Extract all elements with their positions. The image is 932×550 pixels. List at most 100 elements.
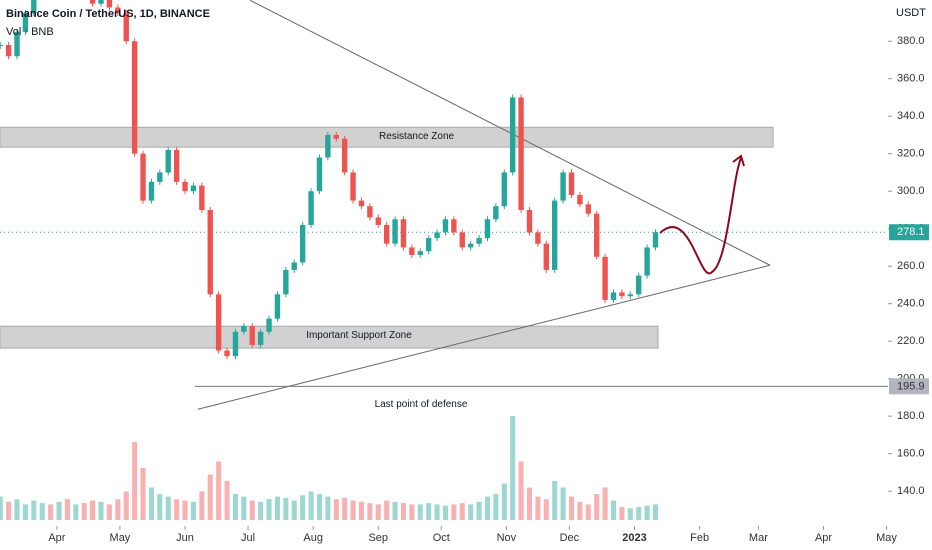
- candle: [551, 200, 558, 270]
- candle: [535, 232, 541, 244]
- volume-bar: [140, 468, 146, 520]
- volume-bar: [190, 501, 196, 520]
- x-tick-label: May: [876, 532, 897, 544]
- candle: [274, 294, 281, 319]
- volume-bar: [342, 497, 348, 520]
- candle: [619, 292, 625, 297]
- candle: [509, 97, 516, 173]
- candle: [644, 247, 650, 276]
- volume-bar: [300, 495, 306, 520]
- last-price-tag: [889, 224, 929, 241]
- y-tick-label: 340.0: [897, 110, 925, 122]
- candle: [417, 251, 423, 255]
- candle: [224, 350, 230, 357]
- volume-bar: [266, 499, 272, 520]
- volume-bar: [132, 442, 138, 520]
- candle: [89, 0, 96, 4]
- volume-bar: [652, 504, 659, 520]
- volume-bar: [14, 499, 20, 520]
- volume-bar: [610, 500, 617, 520]
- volume-bar: [602, 487, 608, 520]
- candle: [232, 331, 239, 357]
- volume-bar: [594, 494, 600, 520]
- price-axis: [888, 0, 932, 550]
- volume-bar: [350, 500, 356, 520]
- candle: [434, 232, 440, 239]
- volume-bar: [6, 501, 12, 520]
- volume-bar: [73, 504, 79, 520]
- volume-bar: [636, 507, 642, 520]
- candle: [283, 269, 289, 295]
- candle: [165, 149, 171, 173]
- volume-bar: [468, 504, 474, 520]
- volume-bar: [56, 501, 62, 520]
- projection-arrow: [732, 154, 745, 167]
- candle: [173, 149, 180, 182]
- volume-bar: [535, 496, 541, 520]
- volume-bar: [644, 505, 650, 520]
- volume-bar: [148, 487, 154, 520]
- trendline: [197, 264, 771, 410]
- y-tick-label: 380.0: [897, 35, 925, 47]
- candle: [543, 243, 549, 270]
- candle: [451, 219, 457, 233]
- candle: [215, 294, 222, 351]
- candle: [459, 232, 465, 248]
- volume-bar: [90, 500, 96, 520]
- volume-bar: [400, 503, 406, 520]
- last-price-label: 278.1: [897, 226, 925, 238]
- volume-bar: [459, 503, 465, 520]
- candle: [560, 172, 566, 201]
- volume-bar: [316, 494, 322, 520]
- candle: [526, 209, 533, 233]
- candle: [31, 0, 37, 14]
- candle: [383, 224, 390, 244]
- candle: [425, 238, 432, 252]
- subtitle: Vol · BNB: [6, 26, 54, 38]
- volume-bar: [0, 496, 3, 520]
- x-tick-label: Aug: [303, 532, 323, 544]
- y-tick-label: 300.0: [897, 185, 925, 197]
- volume-bar: [367, 503, 373, 520]
- candle: [350, 172, 356, 201]
- y-tick-label: 160.0: [897, 448, 925, 460]
- candle: [501, 172, 507, 207]
- candle: [115, 7, 121, 14]
- candle: [199, 185, 205, 210]
- volume-bar: [31, 500, 37, 520]
- volume-bar: [543, 499, 549, 520]
- candle: [14, 31, 20, 57]
- candle: [627, 294, 633, 297]
- candle: [652, 232, 659, 248]
- volume-bar: [224, 481, 230, 520]
- volume-bar: [48, 504, 54, 520]
- x-tick-label: May: [110, 532, 131, 544]
- volume-bar: [358, 501, 364, 520]
- x-tick-label: Jul: [241, 532, 255, 544]
- x-tick-label: Sep: [368, 532, 388, 544]
- volume-bar: [64, 499, 70, 520]
- volume-bar: [241, 496, 247, 520]
- volume-bar: [258, 501, 264, 520]
- volume-bar: [106, 504, 112, 520]
- volume-bar: [476, 501, 482, 520]
- volume-bar: [283, 497, 289, 520]
- defense-tag: [889, 378, 929, 395]
- volume-bar: [199, 491, 205, 520]
- y-tick-label: 360.0: [897, 73, 925, 85]
- candle: [291, 262, 297, 270]
- volume-bar: [174, 499, 180, 520]
- candle: [484, 219, 491, 239]
- x-tick-label: Oct: [433, 532, 450, 544]
- candle: [98, 0, 104, 4]
- zone: [0, 126, 774, 148]
- volume-bar: [216, 461, 222, 520]
- y-tick-label: 260.0: [897, 260, 925, 272]
- candle: [518, 97, 524, 210]
- volume-bar: [451, 504, 457, 520]
- volume-bar: [426, 503, 432, 520]
- volume-bar: [249, 500, 255, 520]
- volume-bar: [81, 503, 87, 520]
- candle: [636, 275, 642, 295]
